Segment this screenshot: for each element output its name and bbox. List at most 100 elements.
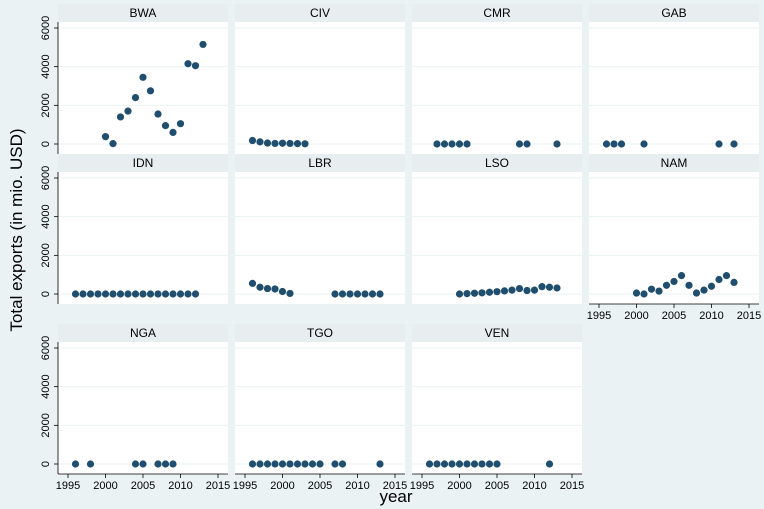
data-point xyxy=(545,460,554,468)
panel-tgo: TGO 1995 2000 2005 2010 2015 xyxy=(233,324,407,492)
data-point xyxy=(139,460,147,468)
data-point xyxy=(692,289,701,297)
data-point xyxy=(286,460,294,468)
panel-strip xyxy=(58,324,228,342)
data-point xyxy=(184,290,192,298)
x-tick-label: 2005 xyxy=(131,480,155,492)
data-point xyxy=(101,290,110,298)
data-point xyxy=(685,281,693,289)
data-point xyxy=(79,290,87,298)
panel-strip xyxy=(235,4,405,22)
x-tick-label: 2015 xyxy=(560,480,584,492)
data-point xyxy=(293,140,302,148)
panel-lbr: LBR xyxy=(235,154,405,304)
data-point xyxy=(610,140,618,148)
data-point xyxy=(71,460,80,468)
plot-area xyxy=(58,342,228,474)
x-tick-label: 1995 xyxy=(410,480,434,492)
panel-strip xyxy=(589,4,759,22)
data-point xyxy=(286,289,294,298)
panel-title: BWA xyxy=(130,6,157,20)
panel-strip xyxy=(58,4,228,22)
data-point xyxy=(677,272,686,280)
data-point xyxy=(463,460,471,468)
y-tick-label: 0 xyxy=(40,291,52,297)
data-point xyxy=(722,272,731,280)
data-point xyxy=(508,286,516,294)
panel-title: CIV xyxy=(310,6,330,20)
y-tick-label: 6000 xyxy=(40,166,52,190)
data-point xyxy=(169,460,177,468)
data-point xyxy=(124,290,132,298)
plot-area xyxy=(235,342,405,474)
data-point xyxy=(538,283,546,291)
panel-strip xyxy=(412,154,582,172)
data-point xyxy=(617,140,626,148)
data-point xyxy=(478,289,486,297)
data-point xyxy=(448,140,456,148)
data-point xyxy=(433,460,441,468)
data-point xyxy=(493,460,501,468)
data-point xyxy=(655,287,663,295)
panel-title: LSO xyxy=(485,156,509,170)
data-point xyxy=(146,290,155,298)
data-point xyxy=(433,140,441,148)
x-tick-label: 2010 xyxy=(522,480,546,492)
data-point xyxy=(308,460,317,468)
x-tick-label: 2000 xyxy=(93,480,117,492)
panel-strip xyxy=(58,154,228,172)
panel-title: LBR xyxy=(308,156,332,170)
data-point xyxy=(316,460,324,468)
panel-civ: CIV xyxy=(235,4,405,154)
data-point xyxy=(463,140,471,148)
x-tick-label: 2005 xyxy=(662,310,686,322)
panel-title: NAM xyxy=(661,156,688,170)
data-point xyxy=(131,290,140,298)
data-point xyxy=(139,290,147,298)
panel-strip xyxy=(235,324,405,342)
data-point xyxy=(109,140,117,148)
x-tick-label: 2000 xyxy=(447,480,471,492)
panel-lso: LSO xyxy=(412,154,582,304)
data-point xyxy=(338,290,347,298)
panels-group: BWA 0 2000 4000 6000 CIV CMR GAB IDN 0 2000 4000 600… xyxy=(40,4,761,492)
data-point xyxy=(440,460,449,468)
data-point xyxy=(184,60,192,68)
data-point xyxy=(361,290,369,298)
data-point xyxy=(353,290,362,298)
panel-strip xyxy=(412,324,582,342)
data-point xyxy=(553,284,561,292)
x-tick-label: 2015 xyxy=(737,310,761,322)
data-point xyxy=(278,460,287,468)
panel-gab: GAB xyxy=(589,4,759,154)
data-point xyxy=(248,460,257,468)
data-point xyxy=(301,140,309,148)
data-point xyxy=(169,128,177,136)
data-point xyxy=(248,279,257,287)
data-point xyxy=(662,281,671,289)
data-point xyxy=(71,290,80,298)
panel-nga: NGA 0 2000 4000 6000 1995 2000 2005 2010 2015 xyxy=(40,324,230,492)
data-point xyxy=(191,62,200,70)
data-point xyxy=(640,290,648,298)
data-point xyxy=(545,283,554,291)
data-point xyxy=(448,460,456,468)
data-point xyxy=(286,139,294,148)
data-point xyxy=(602,140,611,148)
data-point xyxy=(139,73,147,81)
plot-area xyxy=(235,22,405,154)
data-point xyxy=(700,286,708,294)
data-point xyxy=(670,277,678,286)
x-tick-label: 2015 xyxy=(383,480,407,492)
data-point xyxy=(263,139,272,147)
plot-area xyxy=(412,22,582,154)
data-point xyxy=(331,290,339,298)
data-point xyxy=(131,460,140,468)
data-point xyxy=(647,285,656,293)
data-point xyxy=(640,140,648,148)
x-tick-label: 1995 xyxy=(233,480,257,492)
data-point xyxy=(301,460,309,468)
data-point xyxy=(376,460,384,468)
data-point xyxy=(131,94,140,102)
data-point xyxy=(455,290,464,298)
